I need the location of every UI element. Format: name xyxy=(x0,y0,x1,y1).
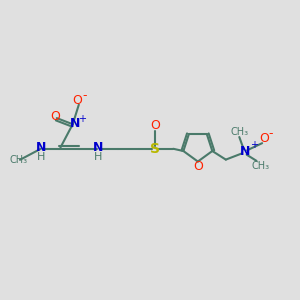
Text: H: H xyxy=(94,152,102,162)
Text: O: O xyxy=(150,119,160,133)
Text: O: O xyxy=(50,110,60,123)
Text: S: S xyxy=(150,142,160,156)
Text: H: H xyxy=(38,152,46,162)
Text: CH₃: CH₃ xyxy=(10,155,28,165)
Text: N: N xyxy=(93,141,103,154)
Text: -: - xyxy=(83,89,87,103)
Text: +: + xyxy=(250,140,257,150)
Text: -: - xyxy=(268,127,273,140)
Text: N: N xyxy=(70,116,80,130)
Text: O: O xyxy=(73,94,82,107)
Text: CH₃: CH₃ xyxy=(230,127,248,137)
Text: O: O xyxy=(259,132,269,145)
Text: CH₃: CH₃ xyxy=(251,161,269,171)
Text: N: N xyxy=(36,141,47,154)
Text: O: O xyxy=(193,160,203,173)
Text: +: + xyxy=(78,114,86,124)
Text: N: N xyxy=(240,145,250,158)
